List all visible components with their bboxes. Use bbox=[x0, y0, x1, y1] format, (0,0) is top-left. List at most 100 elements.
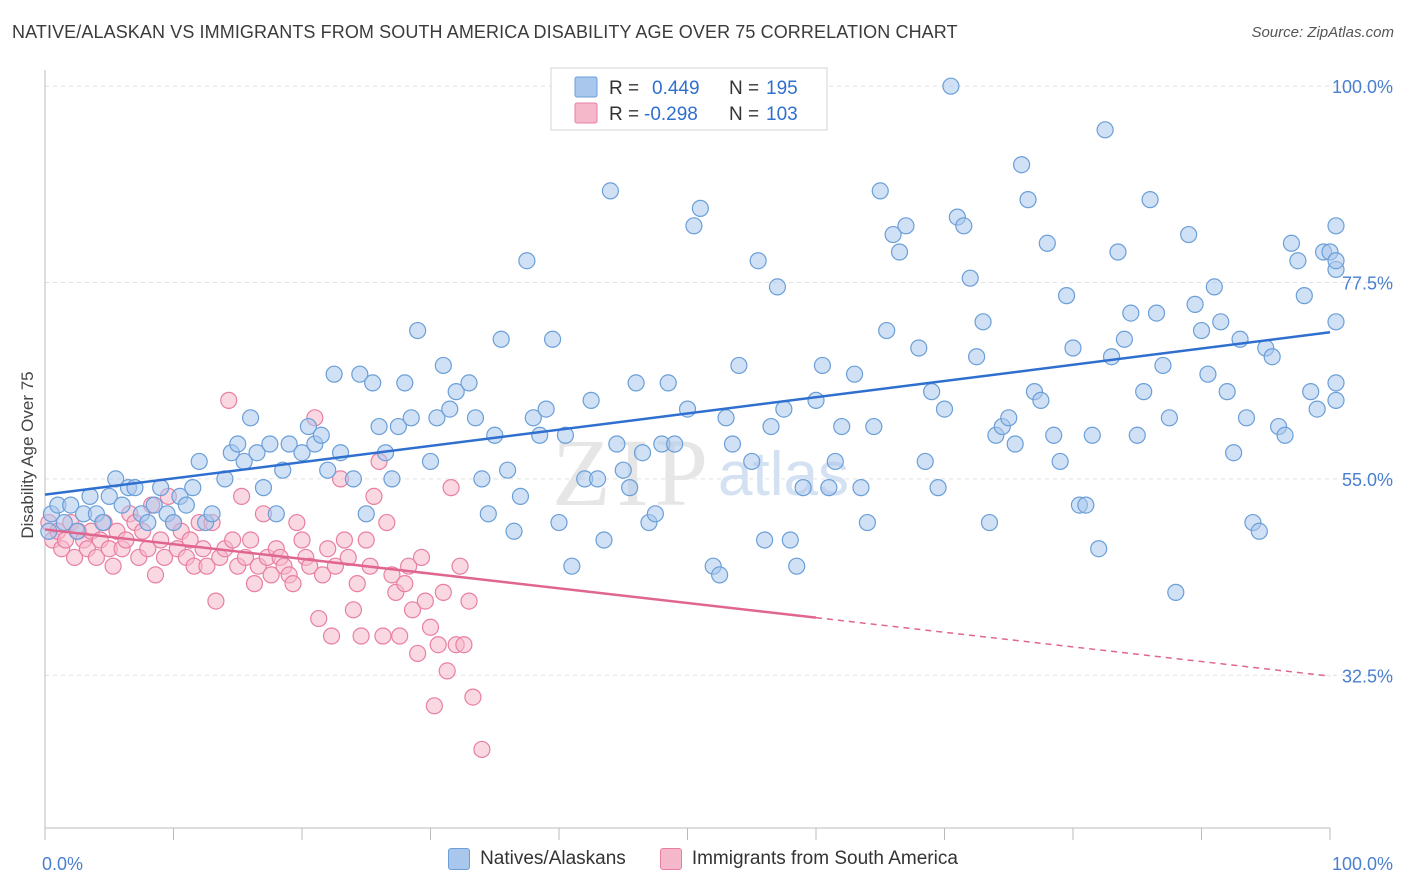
natives-point-185 bbox=[1308, 400, 1326, 418]
watermark-zip: ZIP bbox=[552, 419, 714, 526]
immigrants-point-47 bbox=[242, 531, 260, 549]
natives-point-119 bbox=[871, 182, 889, 200]
natives-point-99 bbox=[723, 435, 742, 453]
correlation-legend: R = 0.449 N = 195 R = -0.298 N = 103 bbox=[550, 67, 828, 131]
immigrants-point-69 bbox=[335, 531, 354, 549]
legend-swatch-pink bbox=[574, 102, 598, 124]
natives-point-147 bbox=[1057, 287, 1076, 305]
legend-n-label-2: N = bbox=[729, 104, 759, 125]
natives-point-64 bbox=[479, 505, 497, 523]
natives-point-168 bbox=[1199, 365, 1217, 383]
y-tick-label-1: 55.0% bbox=[1342, 470, 1393, 490]
immigrants-point-27 bbox=[155, 548, 174, 567]
natives-point-143 bbox=[1032, 391, 1050, 409]
immigrants-point-26 bbox=[152, 531, 170, 549]
immigrants-point-100 bbox=[473, 740, 491, 759]
natives-point-54 bbox=[402, 409, 420, 427]
legend-n-value-2: 103 bbox=[766, 104, 798, 125]
natives-point-181 bbox=[1282, 234, 1301, 252]
y-tick-label-3: 100.0% bbox=[1332, 77, 1393, 97]
natives-point-41 bbox=[312, 426, 330, 444]
natives-point-150 bbox=[1077, 496, 1095, 514]
immigrants-point-94 bbox=[442, 479, 460, 497]
natives-point-72 bbox=[531, 426, 549, 444]
natives-swatch bbox=[448, 848, 471, 870]
natives-point-118 bbox=[865, 417, 883, 436]
natives-point-131 bbox=[955, 217, 973, 235]
natives-point-110 bbox=[807, 391, 825, 409]
natives-point-132 bbox=[961, 269, 979, 287]
natives-point-61 bbox=[460, 374, 478, 392]
immigrants-point-88 bbox=[416, 592, 434, 610]
legend-item-natives[interactable]: Natives/Alaskans bbox=[448, 848, 626, 870]
natives-point-98 bbox=[717, 409, 735, 427]
watermark-atlas: atlas bbox=[718, 440, 849, 509]
natives-point-125 bbox=[916, 452, 934, 471]
immigrants-point-37 bbox=[198, 557, 216, 575]
natives-point-62 bbox=[466, 409, 485, 427]
natives-point-148 bbox=[1064, 339, 1082, 357]
natives-point-111 bbox=[813, 356, 832, 375]
chart-title: NATIVE/ALASKAN VS IMMIGRANTS FROM SOUTH … bbox=[12, 22, 958, 42]
natives-point-163 bbox=[1160, 409, 1178, 427]
natives-trend-line bbox=[44, 331, 1331, 496]
natives-point-86 bbox=[627, 374, 645, 392]
natives-point-26 bbox=[203, 505, 221, 523]
immigrants-point-63 bbox=[310, 609, 328, 628]
natives-point-193 bbox=[1327, 252, 1345, 270]
natives-point-5 bbox=[68, 522, 86, 540]
immigrants-point-86 bbox=[409, 644, 427, 663]
y-tick-label-2: 77.5% bbox=[1342, 274, 1393, 294]
natives-point-176 bbox=[1250, 522, 1268, 540]
natives-point-167 bbox=[1192, 321, 1211, 340]
x-tick-label-0: 0.0% bbox=[42, 854, 83, 874]
legend-item-immigrants[interactable]: Immigrants from South America bbox=[659, 848, 958, 870]
trend-lines bbox=[44, 331, 1331, 677]
natives-point-84 bbox=[614, 461, 632, 479]
natives-point-22 bbox=[177, 496, 195, 514]
natives-point-92 bbox=[666, 435, 684, 453]
y-tick-labels: 32.5% 55.0% 77.5% 100.0% bbox=[1332, 77, 1393, 686]
natives-point-127 bbox=[929, 479, 947, 497]
immigrants-point-92 bbox=[434, 583, 452, 601]
natives-point-67 bbox=[499, 461, 517, 479]
immigrants-swatch bbox=[659, 848, 682, 870]
natives-point-146 bbox=[1051, 452, 1069, 471]
natives-point-89 bbox=[646, 505, 664, 523]
natives-point-169 bbox=[1205, 278, 1223, 296]
natives-point-162 bbox=[1154, 356, 1172, 375]
immigrants-point-82 bbox=[391, 627, 409, 645]
natives-point-144 bbox=[1038, 234, 1056, 252]
legend-r-value-2: -0.298 bbox=[644, 104, 698, 125]
natives-point-154 bbox=[1102, 348, 1121, 366]
natives-point-180 bbox=[1276, 426, 1294, 444]
natives-point-156 bbox=[1115, 330, 1134, 348]
immigrants-trend-extension bbox=[815, 616, 1331, 677]
natives-point-66 bbox=[492, 330, 510, 348]
natives-point-105 bbox=[768, 278, 787, 296]
natives-point-56 bbox=[421, 452, 440, 471]
immigrants-point-61 bbox=[301, 557, 319, 575]
natives-point-47 bbox=[357, 505, 375, 523]
natives-point-73 bbox=[537, 400, 555, 418]
natives-point-157 bbox=[1122, 304, 1140, 322]
natives-point-57 bbox=[428, 409, 446, 427]
natives-points bbox=[40, 77, 1345, 601]
natives-point-91 bbox=[659, 374, 677, 392]
natives-point-94 bbox=[685, 217, 703, 235]
legend-r-label-1: R = bbox=[609, 78, 639, 99]
natives-point-39 bbox=[299, 417, 318, 436]
natives-label: Natives/Alaskans bbox=[480, 848, 626, 869]
natives-point-117 bbox=[858, 513, 877, 532]
natives-point-18 bbox=[152, 479, 170, 497]
immigrants-point-42 bbox=[220, 391, 238, 409]
immigrants-label: Immigrants from South America bbox=[691, 848, 958, 869]
source-label: Source: ZipAtlas.com bbox=[1251, 24, 1394, 41]
natives-point-29 bbox=[229, 435, 247, 453]
natives-point-82 bbox=[601, 182, 620, 200]
natives-point-160 bbox=[1141, 191, 1159, 209]
natives-point-190 bbox=[1327, 217, 1345, 235]
natives-point-165 bbox=[1180, 225, 1198, 244]
natives-point-172 bbox=[1225, 444, 1243, 462]
immigrants-point-79 bbox=[378, 513, 396, 532]
